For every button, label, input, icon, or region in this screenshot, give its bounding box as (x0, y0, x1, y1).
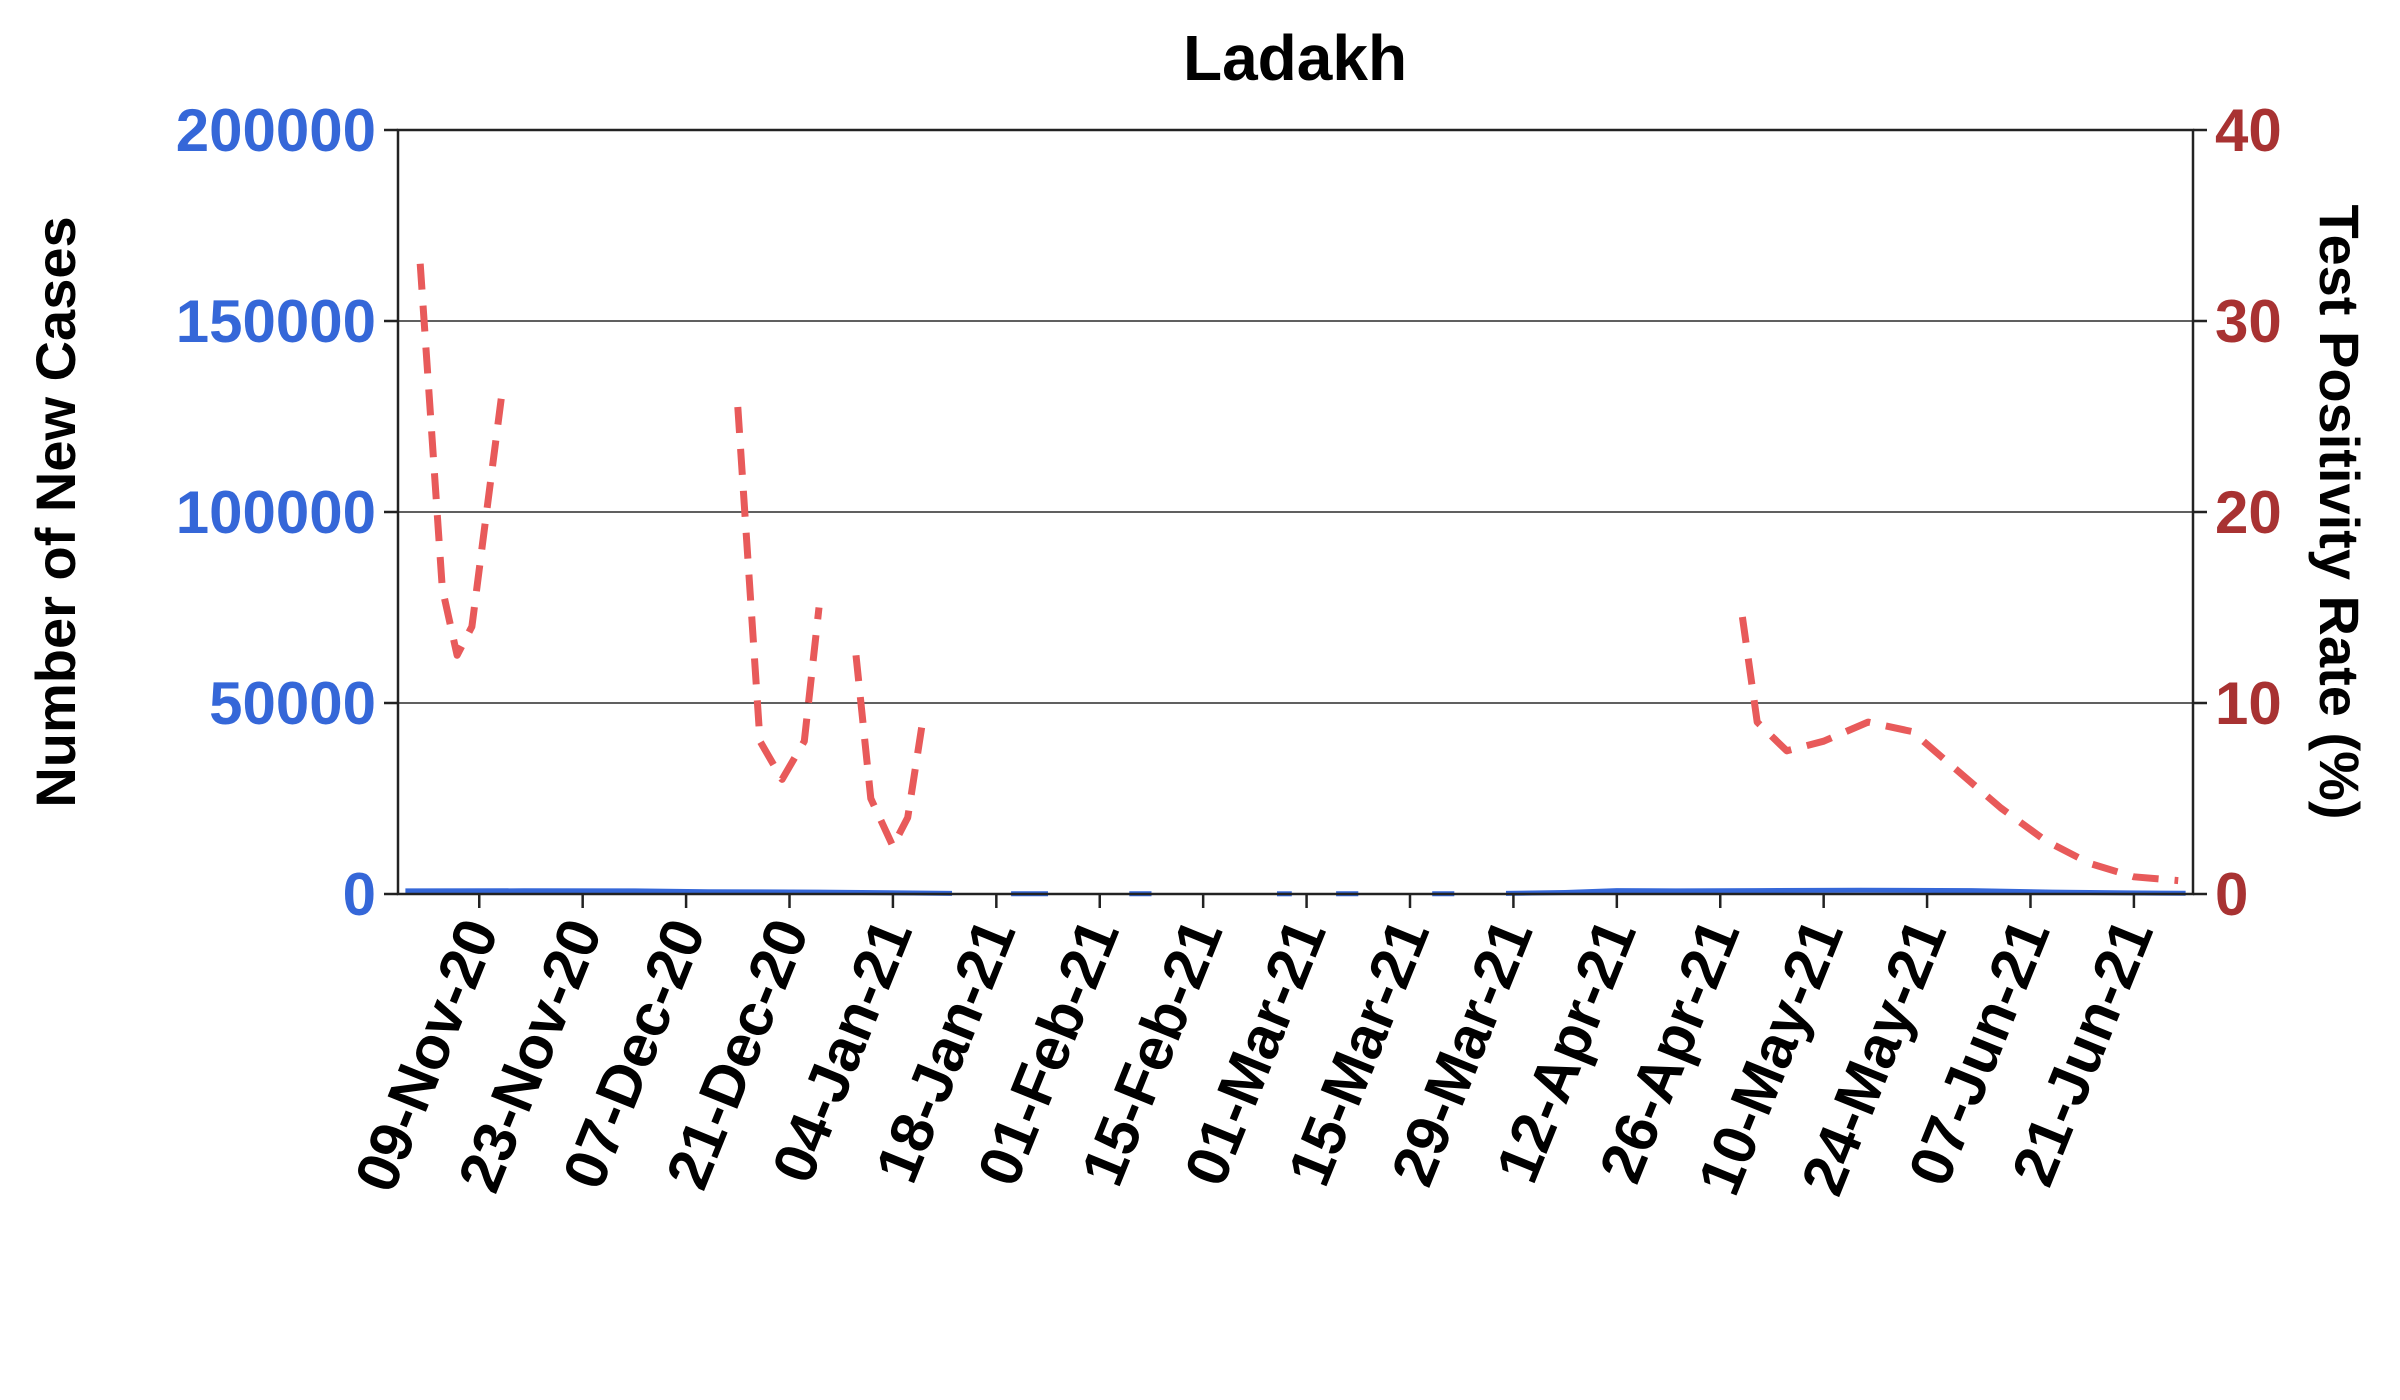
right-tick-label: 0 (2215, 861, 2248, 928)
left-tick-label: 0 (343, 861, 376, 928)
gridlines (398, 320, 2193, 704)
right-axis-label: Test Positivity Rate (%) (2308, 204, 2371, 819)
right-axis-ticks: 0 10 20 30 40 (2193, 97, 2282, 928)
chart-title: Ladakh (1183, 22, 1407, 94)
left-axis-ticks: 0 50000 100000 150000 200000 (176, 97, 398, 928)
right-tick-label: 10 (2215, 670, 2282, 737)
series-layer (405, 263, 2186, 897)
positivity-rate-line-segment (734, 406, 823, 783)
positivity-rate-line-segment (1738, 616, 2179, 885)
positivity-rate-line-segment (416, 263, 505, 659)
right-tick-label: 20 (2215, 479, 2282, 546)
x-axis-ticks: 09-Nov-2023-Nov-2007-Dec-2021-Dec-2004-J… (342, 894, 2166, 1204)
positivity-rate-line-segment (852, 654, 926, 850)
right-tick-label: 40 (2215, 97, 2282, 164)
right-tick-label: 30 (2215, 288, 2282, 355)
left-axis-label: Number of New Cases (24, 216, 87, 807)
left-tick-label: 200000 (176, 97, 376, 164)
left-tick-label: 50000 (209, 670, 376, 737)
left-tick-label: 100000 (176, 479, 376, 546)
left-tick-label: 150000 (176, 288, 376, 355)
new-cases-line-segment (1505, 887, 2186, 896)
